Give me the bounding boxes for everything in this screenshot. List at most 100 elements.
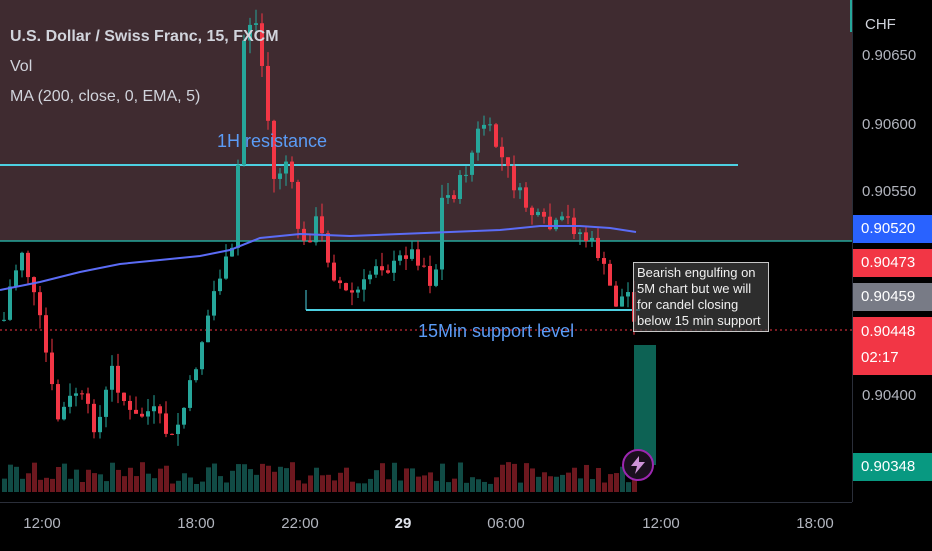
current-price-value: 0.90448 — [861, 323, 916, 340]
volume-bar — [458, 462, 463, 492]
candle-body — [332, 262, 336, 281]
candle-body — [50, 352, 54, 385]
volume-bar — [332, 480, 337, 492]
volume-bar — [230, 470, 235, 492]
time-axis[interactable]: 12:00 18:00 22:00 29 06:00 12:00 18:00 — [0, 502, 852, 551]
time-tick: 22:00 — [281, 515, 319, 532]
volume-bar — [314, 467, 319, 492]
candle-body — [542, 211, 546, 217]
candle-body — [62, 406, 66, 420]
volume-bar — [500, 464, 505, 492]
volume-bar — [266, 465, 271, 492]
candle-body — [452, 195, 456, 199]
volume-bar — [398, 480, 403, 492]
time-tick: 18:00 — [177, 515, 215, 532]
volume-bar — [182, 473, 187, 492]
volume-bar — [344, 467, 349, 492]
candle-body — [320, 216, 324, 234]
last-close-badge: 0.90473 — [853, 249, 932, 277]
candle-body — [32, 277, 36, 293]
volume-bar — [116, 469, 121, 492]
volume-bar — [464, 482, 469, 492]
time-tick: 12:00 — [23, 515, 61, 532]
candle-body — [386, 270, 390, 273]
candle-body — [356, 289, 360, 293]
volume-bar — [218, 476, 223, 492]
volume-bar — [110, 462, 115, 492]
candle-body — [272, 120, 276, 179]
time-tick: 18:00 — [796, 515, 834, 532]
volume-bar — [602, 482, 607, 492]
target-price-badge: 0.90348 — [853, 453, 932, 481]
volume-bar — [248, 469, 253, 492]
candle-body — [284, 161, 288, 174]
candle-body — [482, 124, 486, 129]
candle-body — [134, 409, 138, 414]
candle-body — [290, 161, 294, 182]
price-tick: 0.90550 — [862, 183, 917, 200]
volume-bar — [32, 462, 37, 492]
candle-body — [362, 279, 366, 290]
candle-body — [602, 258, 606, 264]
volume-bar — [146, 473, 151, 492]
volume-bar — [506, 462, 511, 492]
volume-bar — [428, 472, 433, 492]
candle-body — [230, 247, 234, 257]
candle-body — [380, 266, 384, 271]
volume-bar — [302, 483, 307, 492]
volume-bar — [608, 474, 613, 492]
volume-bar — [284, 468, 289, 492]
candle-body — [74, 393, 78, 396]
price-tick: 0.90400 — [862, 387, 917, 404]
candle-body — [518, 187, 522, 191]
volume-bar — [632, 478, 637, 492]
candle-countdown: 02:17 — [861, 349, 899, 366]
volume-bar — [170, 483, 175, 492]
price-tick: 0.90600 — [862, 116, 917, 133]
annotation-note[interactable]: Bearish engulfing on 5M chart but we wil… — [633, 262, 769, 332]
candle-body — [224, 256, 228, 279]
candle-body — [464, 174, 468, 176]
resistance-label[interactable]: 1H resistance — [217, 131, 328, 151]
candle-body — [248, 24, 252, 41]
volume-bar — [278, 466, 283, 492]
volume-bar — [566, 472, 571, 492]
volume-bar — [236, 464, 241, 492]
candle-body — [212, 291, 216, 316]
volume-bar — [590, 479, 595, 492]
volume-bar — [200, 481, 205, 492]
moving-average-line — [0, 225, 637, 291]
symbol-title[interactable]: U.S. Dollar / Swiss Franc, 15, FXCM — [10, 28, 279, 45]
candle-body — [584, 232, 588, 242]
volume-indicator-label[interactable]: Vol — [10, 58, 33, 75]
candle-body — [158, 406, 162, 414]
candle-body — [44, 315, 48, 353]
volume-bar — [56, 466, 61, 492]
candle-body — [128, 400, 132, 410]
volume-bar — [404, 468, 409, 492]
support-label[interactable]: 15Min support level — [418, 321, 575, 341]
candle-body — [116, 365, 120, 393]
volume-bar — [2, 478, 7, 492]
candle-body — [488, 124, 492, 126]
currency-label[interactable]: CHF — [865, 16, 896, 33]
candle-body — [236, 164, 240, 248]
candle-body — [416, 249, 420, 266]
candle-body — [578, 232, 582, 235]
price-axis[interactable]: CHF 0.90650 0.90600 0.90550 0.90400 0.90… — [852, 0, 932, 502]
volume-bar — [386, 479, 391, 492]
current-price-badge: 0.90448 02:17 — [853, 317, 932, 375]
candle-body — [506, 157, 510, 167]
candlestick-chart[interactable] — [0, 0, 852, 502]
volume-bar — [50, 478, 55, 492]
time-tick: 12:00 — [642, 515, 680, 532]
volume-bar — [254, 474, 259, 492]
candle-body — [428, 266, 432, 286]
volume-bar — [614, 473, 619, 492]
volume-bar — [86, 469, 91, 492]
volume-bar — [512, 463, 517, 492]
alert-button[interactable] — [622, 449, 654, 481]
chart-pane[interactable]: U.S. Dollar / Swiss Franc, 15, FXCM Vol … — [0, 0, 852, 502]
volume-bar — [176, 480, 181, 492]
ma-indicator-label[interactable]: MA (200, close, 0, EMA, 5) — [10, 88, 201, 105]
